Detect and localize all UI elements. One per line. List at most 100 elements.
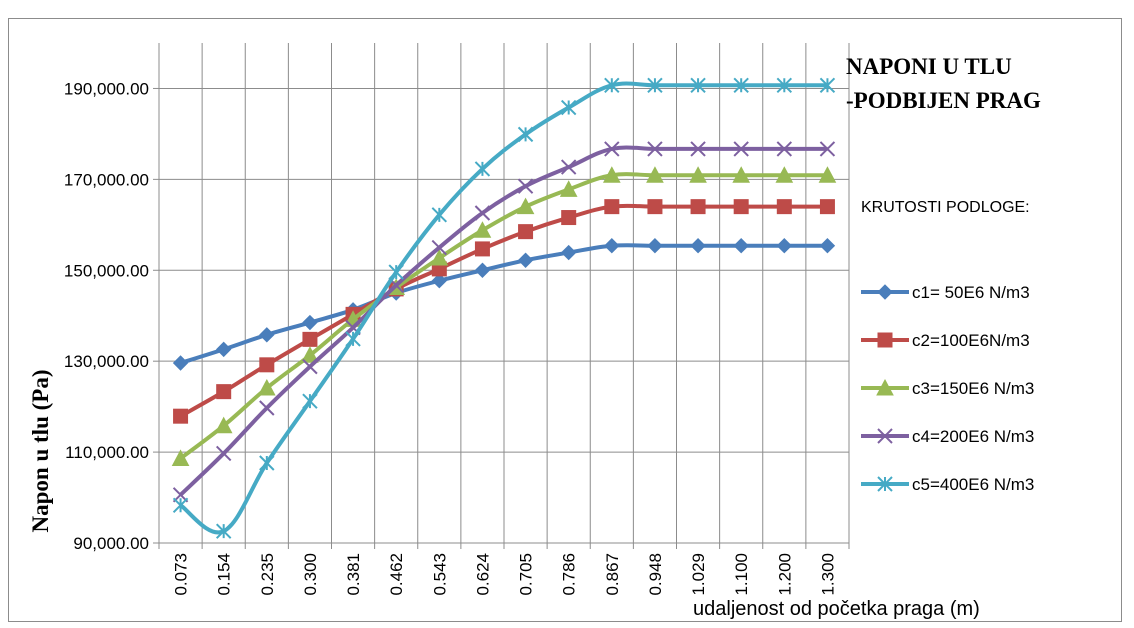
data-point <box>474 205 491 221</box>
chart-title-line-2: -PODBIJEN PRAG <box>846 88 1041 113</box>
x-tick-label: 1.200 <box>775 553 794 596</box>
data-point <box>560 99 577 116</box>
legend-label: c5=400E6 N/m3 <box>912 475 1034 494</box>
y-tick-labels: 90,000.00 110,000.00 130,000.00 150,000.00 1… <box>64 79 149 553</box>
legend: c1= 50E6 N/m3 c2=100E6N/m3 c3=150E6 N/m3 c4… <box>861 283 1034 494</box>
data-point <box>604 199 620 215</box>
data-point <box>259 357 275 373</box>
data-point <box>474 262 491 278</box>
legend-item-c5: c5=400E6 N/m3 <box>861 475 1034 494</box>
data-point <box>172 497 189 513</box>
x-tick-label: 0.300 <box>301 553 320 596</box>
series-c4 <box>172 141 836 503</box>
legend-item-c2: c2=100E6N/m3 <box>861 331 1030 350</box>
legend-marker <box>877 332 893 348</box>
data-point <box>733 199 749 215</box>
y-tick-label: 130,000.00 <box>64 352 149 371</box>
legend-label: c3=150E6 N/m3 <box>912 379 1034 398</box>
series-c1 <box>172 238 836 371</box>
data-point <box>474 241 490 257</box>
data-point <box>215 523 232 539</box>
data-point <box>819 141 836 157</box>
data-point <box>173 408 189 424</box>
data-point <box>602 166 621 183</box>
x-tick-label: 0.073 <box>172 553 191 596</box>
series-layer <box>171 77 837 539</box>
x-tick-label: 0.154 <box>215 553 234 596</box>
y-tick-label: 170,000.00 <box>64 170 149 189</box>
series-line <box>179 145 828 497</box>
data-point <box>690 77 706 93</box>
data-point <box>257 378 276 396</box>
data-point <box>259 455 275 471</box>
data-point <box>647 77 663 93</box>
data-point <box>690 141 706 157</box>
x-tick-label: 0.948 <box>646 553 665 596</box>
data-point <box>302 314 318 331</box>
legend-marker <box>877 476 893 492</box>
data-point <box>301 346 319 363</box>
legend-marker <box>876 378 894 396</box>
data-point <box>431 239 448 256</box>
data-point <box>518 224 534 240</box>
series-line <box>179 243 828 365</box>
x-tick-label: 0.624 <box>473 553 492 596</box>
data-point <box>690 199 706 215</box>
data-point <box>517 126 534 143</box>
data-point <box>561 210 577 226</box>
data-point <box>733 238 749 254</box>
axes <box>153 43 850 549</box>
data-point <box>172 355 189 371</box>
data-point <box>733 141 749 157</box>
x-tick-label: 0.381 <box>344 553 363 596</box>
x-tick-labels: 0.073 0.154 0.235 0.300 0.381 0.462 0.543 0.624… <box>172 553 838 596</box>
data-point <box>215 341 232 358</box>
data-point <box>690 238 706 254</box>
legend-item-c4: c4=200E6 N/m3 <box>861 427 1034 446</box>
legend-title: KRUTOSTI PODLOGE: <box>861 199 1030 216</box>
x-tick-label: 0.462 <box>387 553 406 596</box>
data-point <box>517 252 534 268</box>
y-tick-label: 190,000.00 <box>64 79 149 98</box>
x-tick-label: 0.786 <box>560 553 579 596</box>
data-point <box>689 166 707 183</box>
data-point <box>560 244 577 261</box>
series-c5 <box>172 77 836 539</box>
series-c3 <box>171 166 837 466</box>
data-point <box>776 141 793 157</box>
legend-marker <box>877 284 893 300</box>
data-point <box>604 141 620 157</box>
x-tick-label: 1.029 <box>689 553 708 596</box>
grid <box>158 43 850 544</box>
x-tick-label: 1.300 <box>818 553 837 596</box>
data-point <box>517 178 534 194</box>
data-point <box>259 400 275 416</box>
x-tick-label: 1.100 <box>732 553 751 596</box>
data-point <box>560 159 577 175</box>
data-point <box>215 445 232 462</box>
legend-label: c2=100E6N/m3 <box>912 331 1030 350</box>
data-point <box>775 166 794 183</box>
data-point <box>559 180 578 197</box>
data-point <box>345 331 361 347</box>
series-line <box>179 172 828 461</box>
data-point <box>818 166 837 183</box>
series-line <box>179 203 828 418</box>
data-point <box>646 166 664 183</box>
data-point <box>216 384 232 400</box>
data-point <box>516 197 535 215</box>
data-point <box>604 238 620 254</box>
data-point <box>302 393 318 409</box>
data-point <box>776 238 793 254</box>
y-tick-label: 150,000.00 <box>64 261 149 280</box>
x-tick-label: 0.235 <box>258 553 277 596</box>
data-point <box>819 238 836 254</box>
data-point <box>647 141 663 157</box>
line-chart: 90,000.00 110,000.00 130,000.00 150,000.00 1… <box>28 43 1041 620</box>
legend-marker <box>877 428 893 444</box>
legend-item-c3: c3=150E6 N/m3 <box>861 378 1034 398</box>
x-tick-label: 0.543 <box>430 553 449 596</box>
series-c2 <box>173 199 835 424</box>
data-point <box>302 331 318 347</box>
data-point <box>388 264 404 280</box>
